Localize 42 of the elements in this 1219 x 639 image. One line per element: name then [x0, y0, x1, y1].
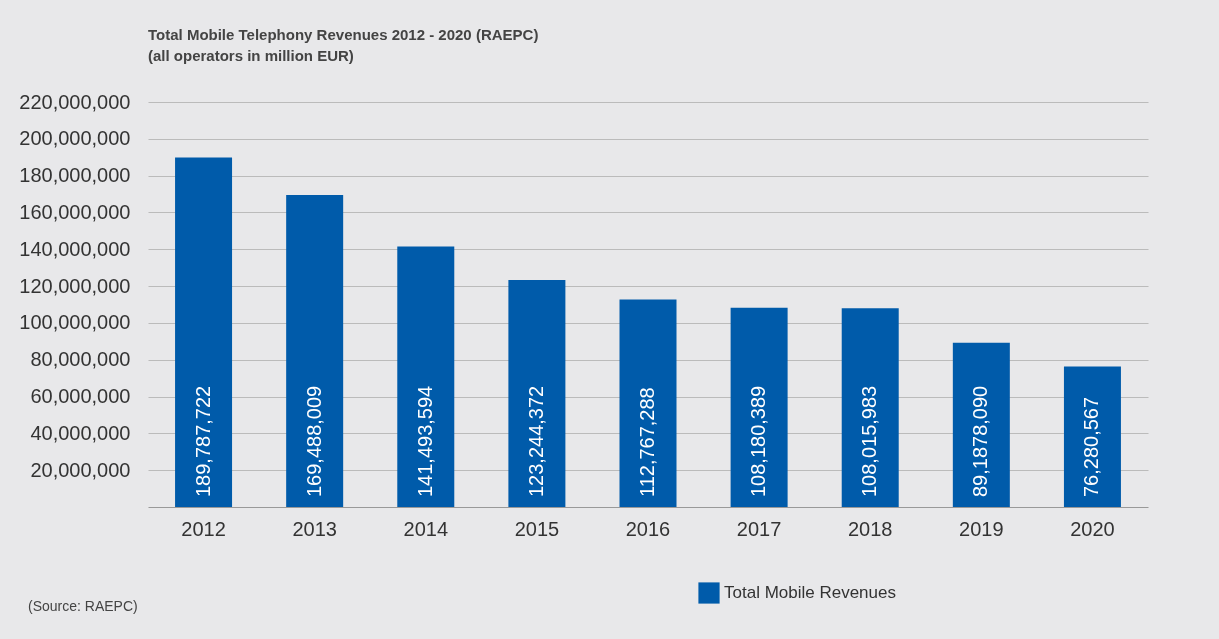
x-tick-label: 2018 [847, 517, 893, 540]
chart-title: Total Mobile Telephony Revenues 2012 - 2020 (RAEPC) [148, 26, 539, 43]
text: 112,767,288 [636, 387, 658, 497]
y-tick-label: 180,000,000 [19, 164, 131, 187]
y-tick-label: 120,000,000 [19, 274, 131, 297]
bar [619, 299, 677, 507]
bar [841, 308, 899, 507]
y-tick-label: 140,000,000 [19, 237, 131, 260]
text: 123,244,372 [524, 385, 547, 497]
y-tick-label: 220,000,000 [19, 90, 131, 113]
text: (Source: RAEPC) [28, 598, 138, 614]
text: 169,488,009 [302, 385, 325, 497]
bar [175, 157, 233, 507]
y-tick-label: 20,000,000 [30, 458, 131, 481]
y-tick-label: 40,000,000 [30, 421, 131, 444]
chart-subtitle: (all operators in million EUR) [148, 47, 354, 64]
text: 108,180,389 [747, 385, 770, 497]
x-tick-label: 2020 [1070, 517, 1115, 540]
bar [1063, 366, 1121, 507]
bar [730, 307, 788, 507]
legend-label: Total Mobile Revenues [724, 583, 896, 602]
text: 141,493,594 [413, 385, 436, 497]
y-tick-label: 200,000,000 [19, 127, 131, 150]
y-tick-label: 100,000,000 [19, 311, 131, 334]
bar [508, 280, 566, 507]
y-tick-label: 60,000,000 [30, 385, 131, 408]
text: 89,1878,090 [969, 385, 992, 497]
y-tick-label: 80,000,000 [30, 348, 131, 371]
x-tick-label: 2013 [292, 517, 337, 540]
bar [952, 342, 1010, 507]
x-tick-label: 2019 [959, 517, 1004, 540]
x-tick-label: 2015 [514, 517, 560, 540]
y-tick-label: 160,000,000 [19, 200, 131, 223]
x-tick-label: 2014 [403, 517, 449, 540]
text: 108,015,983 [858, 385, 881, 497]
x-tick-label: 2016 [625, 517, 671, 540]
bar [397, 246, 455, 507]
x-tick-label: 2012 [181, 517, 226, 540]
bar [286, 194, 344, 507]
text: 189,787,722 [191, 385, 214, 497]
text: 76,280,567 [1080, 396, 1103, 497]
x-tick-label: 2017 [736, 517, 782, 540]
